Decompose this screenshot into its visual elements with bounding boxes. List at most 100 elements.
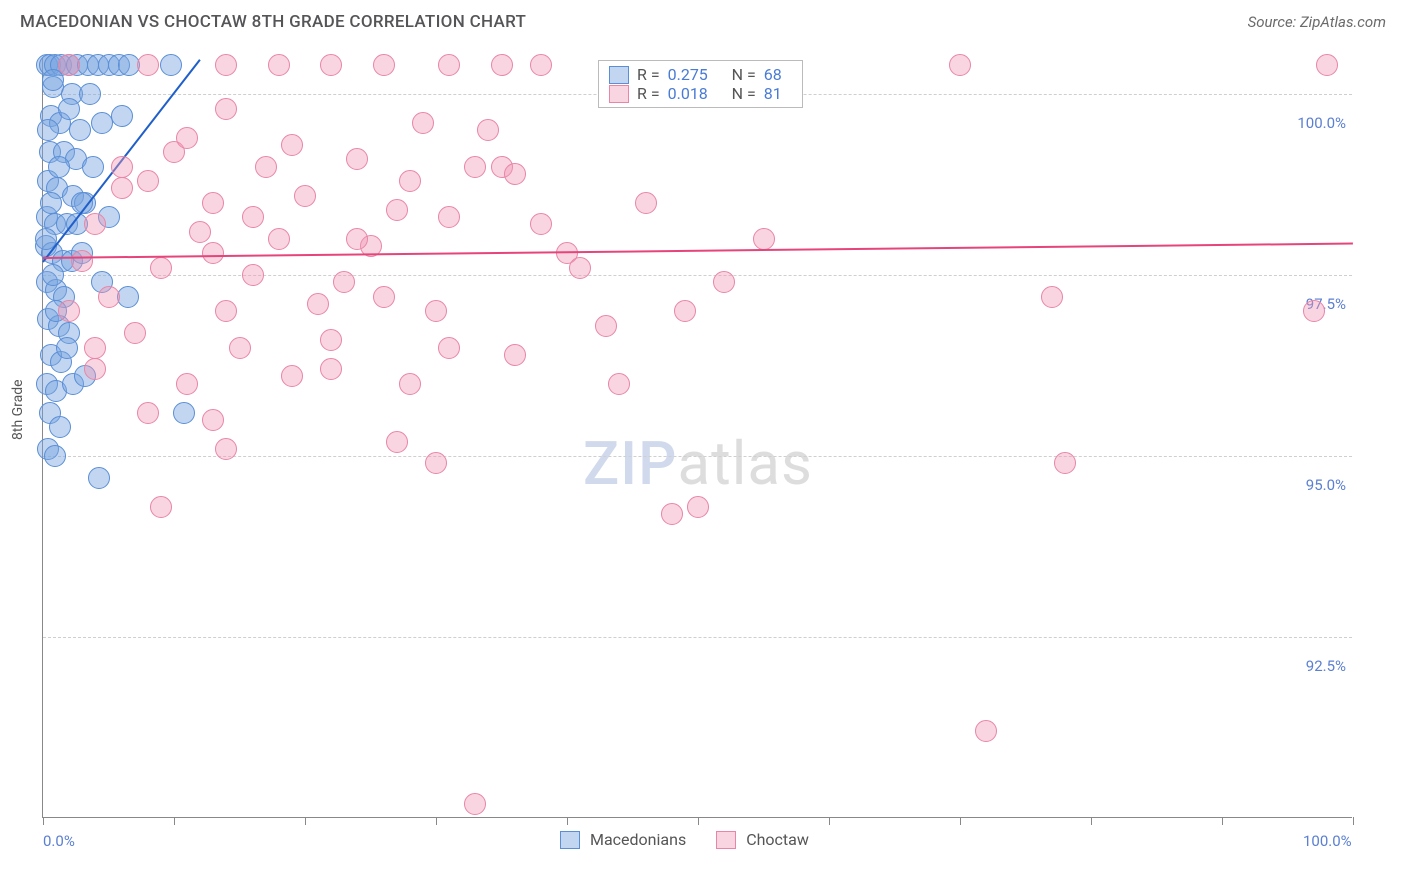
scatter-point bbox=[111, 177, 133, 199]
legend-r-label: R = bbox=[637, 65, 660, 84]
scatter-point bbox=[242, 264, 264, 286]
y-tick-label: 100.0% bbox=[1297, 114, 1346, 132]
legend-swatch bbox=[560, 831, 580, 849]
legend-swatch bbox=[609, 66, 629, 84]
scatter-point bbox=[124, 322, 146, 344]
scatter-point bbox=[464, 156, 486, 178]
gridline-h bbox=[43, 456, 1352, 457]
scatter-point bbox=[111, 105, 133, 127]
y-tick-label: 92.5% bbox=[1306, 657, 1346, 675]
x-tick bbox=[1353, 817, 1354, 825]
scatter-point bbox=[661, 503, 683, 525]
scatter-point bbox=[215, 438, 237, 460]
scatter-plot-area: ZIPatlas 92.5%95.0%97.5%100.0%0.0%100.0%… bbox=[42, 58, 1352, 818]
x-tick bbox=[174, 817, 175, 825]
legend-r-value: 0.275 bbox=[668, 65, 716, 84]
scatter-point bbox=[425, 452, 447, 474]
scatter-point bbox=[82, 156, 104, 178]
scatter-point bbox=[202, 409, 224, 431]
scatter-point bbox=[949, 54, 971, 76]
legend-row: R = 0.275 N = 68 bbox=[609, 65, 792, 84]
scatter-point bbox=[88, 467, 110, 489]
x-tick bbox=[698, 817, 699, 825]
scatter-point bbox=[504, 344, 526, 366]
legend-label: Choctaw bbox=[746, 830, 809, 849]
scatter-point bbox=[255, 156, 277, 178]
y-tick-label: 95.0% bbox=[1306, 476, 1346, 494]
legend-label: Macedonians bbox=[590, 830, 686, 849]
legend-swatch bbox=[609, 85, 629, 103]
scatter-point bbox=[58, 300, 80, 322]
scatter-point bbox=[530, 54, 552, 76]
legend-bottom: Macedonians Choctaw bbox=[560, 830, 809, 849]
scatter-point bbox=[160, 54, 182, 76]
scatter-point bbox=[373, 54, 395, 76]
scatter-point bbox=[438, 206, 460, 228]
scatter-point bbox=[530, 213, 552, 235]
scatter-point bbox=[281, 365, 303, 387]
scatter-point bbox=[268, 54, 290, 76]
legend-n-value: 68 bbox=[764, 65, 792, 84]
legend-n-label: N = bbox=[732, 65, 756, 84]
scatter-point bbox=[49, 416, 71, 438]
x-tick bbox=[43, 817, 44, 825]
scatter-point bbox=[111, 156, 133, 178]
scatter-point bbox=[1054, 452, 1076, 474]
scatter-point bbox=[84, 358, 106, 380]
gridline-h bbox=[43, 275, 1352, 276]
scatter-point bbox=[320, 358, 342, 380]
scatter-point bbox=[69, 119, 91, 141]
scatter-point bbox=[399, 170, 421, 192]
scatter-point bbox=[674, 300, 696, 322]
scatter-point bbox=[71, 250, 93, 272]
x-tick bbox=[960, 817, 961, 825]
scatter-point bbox=[477, 119, 499, 141]
x-tick bbox=[567, 817, 568, 825]
scatter-point bbox=[202, 242, 224, 264]
scatter-point bbox=[215, 54, 237, 76]
scatter-point bbox=[608, 373, 630, 395]
legend-swatch bbox=[716, 831, 736, 849]
x-tick bbox=[829, 817, 830, 825]
scatter-point bbox=[242, 206, 264, 228]
correlation-legend: R =0.275N =68R =0.018N =81 bbox=[598, 60, 803, 108]
legend-item: Macedonians bbox=[560, 830, 686, 849]
scatter-point bbox=[753, 228, 775, 250]
scatter-point bbox=[635, 192, 657, 214]
scatter-point bbox=[44, 445, 66, 467]
scatter-point bbox=[56, 337, 78, 359]
scatter-point bbox=[137, 402, 159, 424]
x-tick-label: 0.0% bbox=[43, 832, 75, 850]
scatter-point bbox=[84, 213, 106, 235]
scatter-point bbox=[320, 329, 342, 351]
scatter-point bbox=[687, 496, 709, 518]
trend-line bbox=[43, 243, 1353, 259]
scatter-point bbox=[464, 793, 486, 815]
scatter-point bbox=[79, 83, 101, 105]
x-tick bbox=[305, 817, 306, 825]
scatter-point bbox=[176, 127, 198, 149]
x-tick bbox=[436, 817, 437, 825]
scatter-point bbox=[412, 112, 434, 134]
watermark-zip: ZIP bbox=[583, 428, 677, 499]
scatter-point bbox=[150, 257, 172, 279]
legend-n-label: N = bbox=[732, 84, 756, 103]
scatter-point bbox=[137, 170, 159, 192]
scatter-point bbox=[173, 402, 195, 424]
scatter-point bbox=[333, 271, 355, 293]
source-label: Source: ZipAtlas.com bbox=[1248, 13, 1386, 31]
scatter-point bbox=[281, 134, 303, 156]
scatter-point bbox=[37, 119, 59, 141]
scatter-point bbox=[1041, 286, 1063, 308]
scatter-point bbox=[117, 286, 139, 308]
scatter-point bbox=[595, 315, 617, 337]
scatter-point bbox=[40, 192, 62, 214]
x-tick-label: 100.0% bbox=[1303, 832, 1352, 850]
scatter-point bbox=[386, 199, 408, 221]
legend-r-value: 0.018 bbox=[668, 84, 716, 103]
scatter-point bbox=[84, 337, 106, 359]
scatter-point bbox=[504, 163, 526, 185]
gridline-h bbox=[43, 637, 1352, 638]
scatter-point bbox=[48, 156, 70, 178]
scatter-point bbox=[713, 271, 735, 293]
